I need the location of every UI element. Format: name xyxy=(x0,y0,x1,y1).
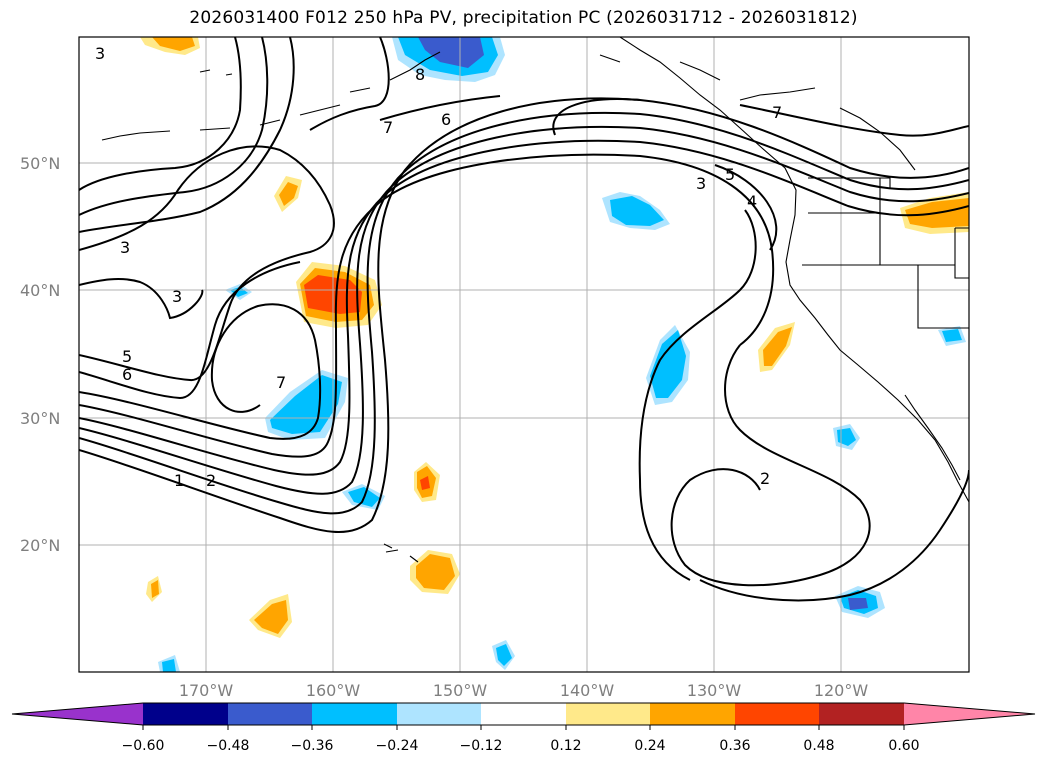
colorbar-bin xyxy=(312,703,397,725)
colorbar-bin xyxy=(566,703,650,725)
lat-label-20n: 20°N xyxy=(20,536,60,555)
map-frame xyxy=(78,36,970,673)
contour-labels: 3 7 6 3 4 5 7 3 3 5 6 7 1 2 2 8 xyxy=(95,44,782,490)
lon-label-170w: 170°W xyxy=(179,681,234,700)
colorbar-bin xyxy=(228,703,312,725)
contour-label: 8 xyxy=(415,65,425,84)
lon-label-120w: 120°W xyxy=(814,681,869,700)
colorbar-bin xyxy=(650,703,735,725)
colorbar-tick-label: −0.60 xyxy=(122,738,165,754)
lon-label-130w: 130°W xyxy=(687,681,742,700)
colorbar-tick-label: 0.60 xyxy=(888,738,919,754)
colorbar-tick-label: −0.24 xyxy=(376,738,419,754)
contour-label: 3 xyxy=(696,174,706,193)
pv-contours xyxy=(79,37,969,602)
contour-label: 5 xyxy=(725,165,735,184)
contour-label: 7 xyxy=(276,373,286,392)
colorbar-over-extension xyxy=(904,703,1035,725)
contour-label: 3 xyxy=(95,44,105,63)
lon-label-160w: 160°W xyxy=(306,681,361,700)
map-title: 2026031400 F012 250 hPa PV, precipitatio… xyxy=(189,8,858,28)
contour-label: 4 xyxy=(747,192,757,211)
map-area[interactable] xyxy=(79,37,969,672)
colorbar-tick-label: −0.48 xyxy=(207,738,250,754)
contour-label: 6 xyxy=(441,110,451,129)
lon-label-150w: 150°W xyxy=(433,681,488,700)
colorbar-tick-label: 0.48 xyxy=(803,738,834,754)
contour-label: 6 xyxy=(122,365,132,384)
colorbar-tick-label: 0.24 xyxy=(634,738,665,754)
contour-label: 2 xyxy=(206,471,216,490)
colorbar: −0.60 −0.48 −0.36 −0.24 −0.12 0.12 0.24 … xyxy=(11,702,1036,754)
lat-label-50n: 50°N xyxy=(20,154,60,173)
latitude-labels: 50°N 40°N 30°N 20°N xyxy=(20,154,60,555)
contour-label: 3 xyxy=(172,287,182,306)
coastlines xyxy=(101,37,969,563)
colorbar-bin xyxy=(397,703,481,725)
colorbar-bin xyxy=(735,703,819,725)
colorbar-tick-label: 0.12 xyxy=(550,738,581,754)
contour-label: 5 xyxy=(122,347,132,366)
contour-label: 7 xyxy=(772,103,782,122)
graticule xyxy=(79,37,969,672)
contour-label: 1 xyxy=(174,471,184,490)
colorbar-bin xyxy=(143,703,228,725)
contour-label: 2 xyxy=(760,469,770,488)
colorbar-tick-label: −0.36 xyxy=(291,738,334,754)
colorbar-bin xyxy=(481,703,566,725)
colorbar-tick-label: −0.12 xyxy=(460,738,503,754)
precipitation-shading xyxy=(140,37,969,672)
colorbar-bin xyxy=(819,703,904,725)
contour-label: 7 xyxy=(383,118,393,137)
lat-label-30n: 30°N xyxy=(20,409,60,428)
colorbar-under-extension xyxy=(12,703,143,725)
longitude-labels: 170°W 160°W 150°W 140°W 130°W 120°W xyxy=(179,681,869,700)
contour-label: 3 xyxy=(120,238,130,257)
lon-label-140w: 140°W xyxy=(560,681,615,700)
colorbar-tick-label: 0.36 xyxy=(719,738,750,754)
lat-label-40n: 40°N xyxy=(20,281,60,300)
